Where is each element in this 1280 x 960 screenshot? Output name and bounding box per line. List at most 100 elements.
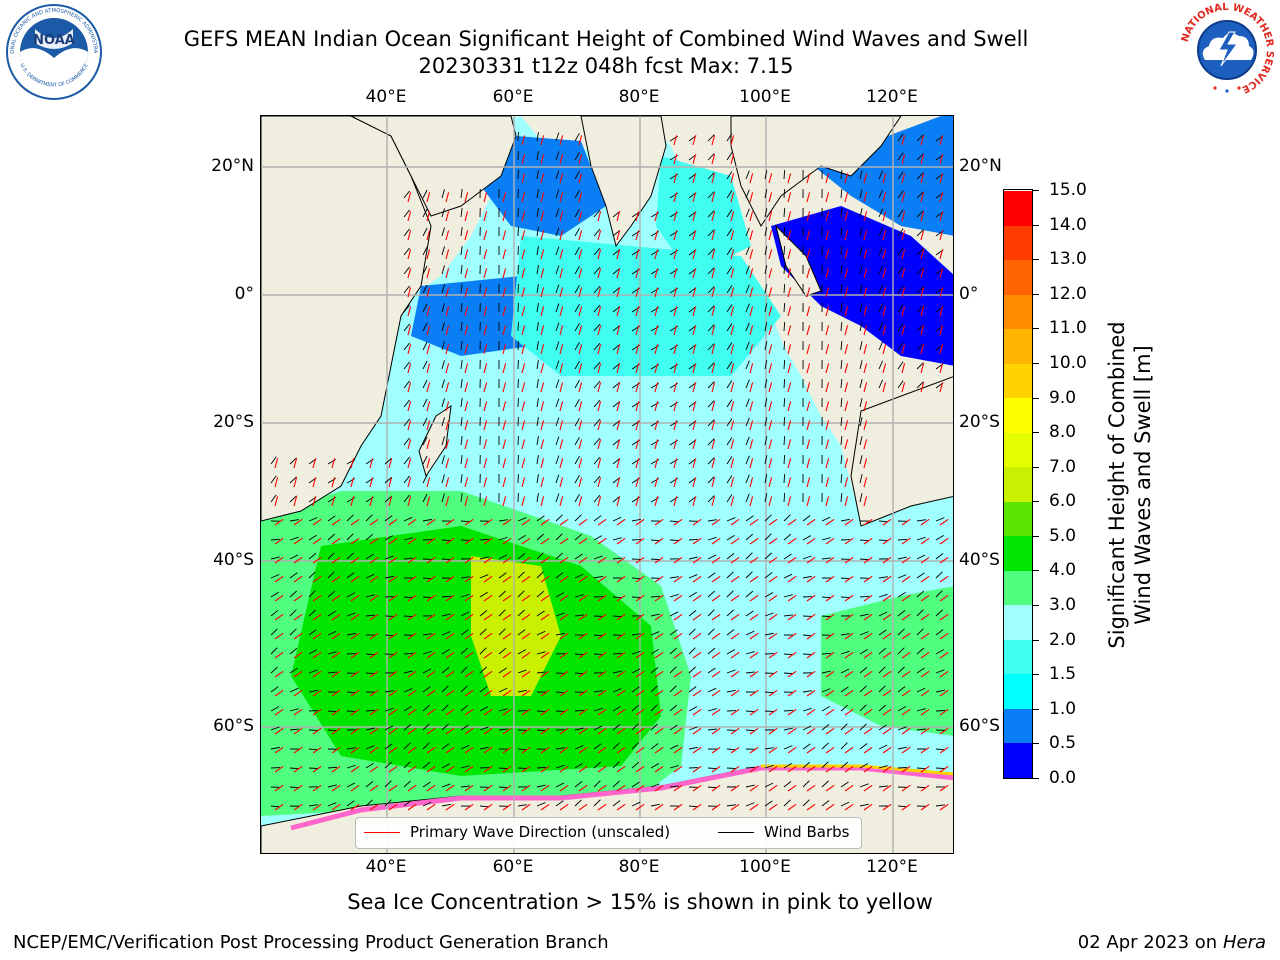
wave-direction-arrow bbox=[749, 401, 754, 412]
wave-direction-arrow bbox=[730, 173, 735, 184]
wind-barb bbox=[878, 189, 884, 199]
wave-direction-arrow bbox=[654, 344, 659, 355]
wind-barb bbox=[536, 132, 539, 142]
wave-direction-arrow bbox=[426, 401, 431, 412]
wave-direction-arrow bbox=[654, 784, 664, 792]
wave-direction-arrow bbox=[730, 803, 740, 811]
wind-barb bbox=[422, 742, 430, 750]
wave-direction-arrow bbox=[730, 575, 740, 583]
wave-direction-arrow bbox=[730, 537, 740, 545]
wave-direction-arrow bbox=[654, 249, 659, 260]
wind-barb bbox=[593, 535, 603, 541]
wind-barb bbox=[764, 764, 774, 769]
wind-barb bbox=[365, 514, 373, 522]
wave-direction-arrow bbox=[825, 173, 830, 184]
wave-direction-arrow bbox=[844, 401, 849, 412]
wave-direction-arrow bbox=[882, 325, 887, 336]
wave-direction-arrow bbox=[920, 632, 930, 640]
wave-direction-arrow bbox=[730, 746, 740, 754]
wave-direction-arrow bbox=[426, 632, 436, 640]
wind-barb bbox=[650, 704, 658, 712]
wind-barb bbox=[726, 399, 733, 408]
wave-direction-arrow bbox=[578, 154, 583, 165]
wind-barb bbox=[441, 685, 449, 693]
wave-direction-arrow bbox=[863, 613, 873, 621]
wave-direction-arrow bbox=[464, 537, 474, 545]
wind-barb bbox=[441, 417, 445, 427]
wind-barb bbox=[574, 151, 580, 161]
wind-barb bbox=[840, 245, 843, 256]
wave-direction-arrow bbox=[787, 708, 797, 716]
wind-barb bbox=[555, 572, 564, 579]
wave-direction-arrow bbox=[749, 689, 759, 697]
wave-direction-arrow bbox=[863, 765, 873, 773]
wave-direction-arrow bbox=[654, 382, 659, 393]
wind-barb bbox=[498, 687, 508, 693]
wind-barb bbox=[479, 726, 489, 731]
wave-direction-arrow bbox=[350, 784, 360, 792]
wave-direction-arrow bbox=[616, 746, 626, 754]
wave-direction-arrow bbox=[920, 268, 925, 279]
bottom-lon-label: 40°E bbox=[365, 857, 407, 877]
wave-direction-arrow bbox=[578, 382, 583, 393]
wind-barb bbox=[365, 780, 374, 788]
wave-direction-arrow bbox=[483, 518, 493, 526]
wave-direction-arrow bbox=[825, 594, 835, 602]
wind-barb bbox=[479, 609, 488, 617]
wave-direction-arrow bbox=[464, 784, 474, 792]
wave-direction-arrow bbox=[806, 344, 811, 355]
wave-direction-arrow bbox=[920, 689, 930, 697]
wind-barb bbox=[612, 557, 622, 560]
wave-direction-arrow bbox=[540, 401, 545, 412]
wind-barb bbox=[745, 671, 755, 674]
wind-barb bbox=[365, 533, 374, 541]
bottom-lon-label: 100°E bbox=[739, 857, 791, 877]
wind-barb bbox=[726, 247, 733, 256]
wind-barb bbox=[897, 726, 907, 731]
wave-direction-arrow bbox=[274, 651, 284, 659]
wind-barb bbox=[916, 172, 924, 180]
wind-barb bbox=[460, 189, 463, 199]
wave-direction-arrow bbox=[540, 382, 545, 393]
top-lon-label: 80°E bbox=[618, 87, 660, 107]
wave-direction-arrow bbox=[407, 632, 417, 640]
wave-direction-arrow bbox=[464, 211, 469, 222]
wind-barb bbox=[403, 780, 411, 788]
wave-direction-arrow bbox=[388, 765, 398, 773]
wave-direction-arrow bbox=[407, 420, 412, 431]
wind-barb bbox=[897, 686, 906, 693]
wave-direction-arrow bbox=[502, 363, 507, 374]
wind-barb bbox=[859, 189, 863, 199]
wind-barb bbox=[783, 614, 793, 617]
wave-direction-arrow bbox=[825, 249, 830, 260]
wind-barb bbox=[897, 380, 904, 389]
wave-direction-arrow bbox=[730, 192, 735, 203]
wave-direction-arrow bbox=[502, 325, 507, 336]
wind-barb bbox=[783, 653, 794, 656]
wind-barb bbox=[783, 283, 786, 294]
wind-barb bbox=[859, 417, 863, 427]
wave-direction-arrow bbox=[730, 727, 740, 735]
wave-direction-arrow bbox=[597, 287, 602, 298]
wind-barb bbox=[403, 228, 410, 237]
wave-direction-arrow bbox=[673, 537, 683, 545]
wind-barb bbox=[631, 742, 639, 750]
wind-barb bbox=[859, 379, 863, 389]
wave-direction-arrow bbox=[825, 689, 835, 697]
wave-direction-arrow bbox=[882, 784, 892, 792]
wave-direction-arrow bbox=[825, 192, 830, 203]
wave-direction-arrow bbox=[730, 268, 735, 279]
wave-direction-arrow bbox=[502, 420, 507, 431]
wind-barb bbox=[403, 285, 410, 294]
wind-barb bbox=[403, 705, 412, 712]
wind-barb bbox=[479, 538, 490, 541]
wave-direction-arrow bbox=[768, 420, 773, 431]
wave-direction-arrow bbox=[407, 306, 412, 317]
wind-barb bbox=[745, 170, 750, 180]
wave-direction-arrow bbox=[388, 784, 398, 792]
wind-barb bbox=[593, 418, 601, 427]
wave-direction-arrow bbox=[635, 401, 640, 412]
wind-barb bbox=[384, 653, 395, 656]
wind-barb bbox=[308, 552, 317, 560]
wind-barb bbox=[764, 189, 768, 199]
